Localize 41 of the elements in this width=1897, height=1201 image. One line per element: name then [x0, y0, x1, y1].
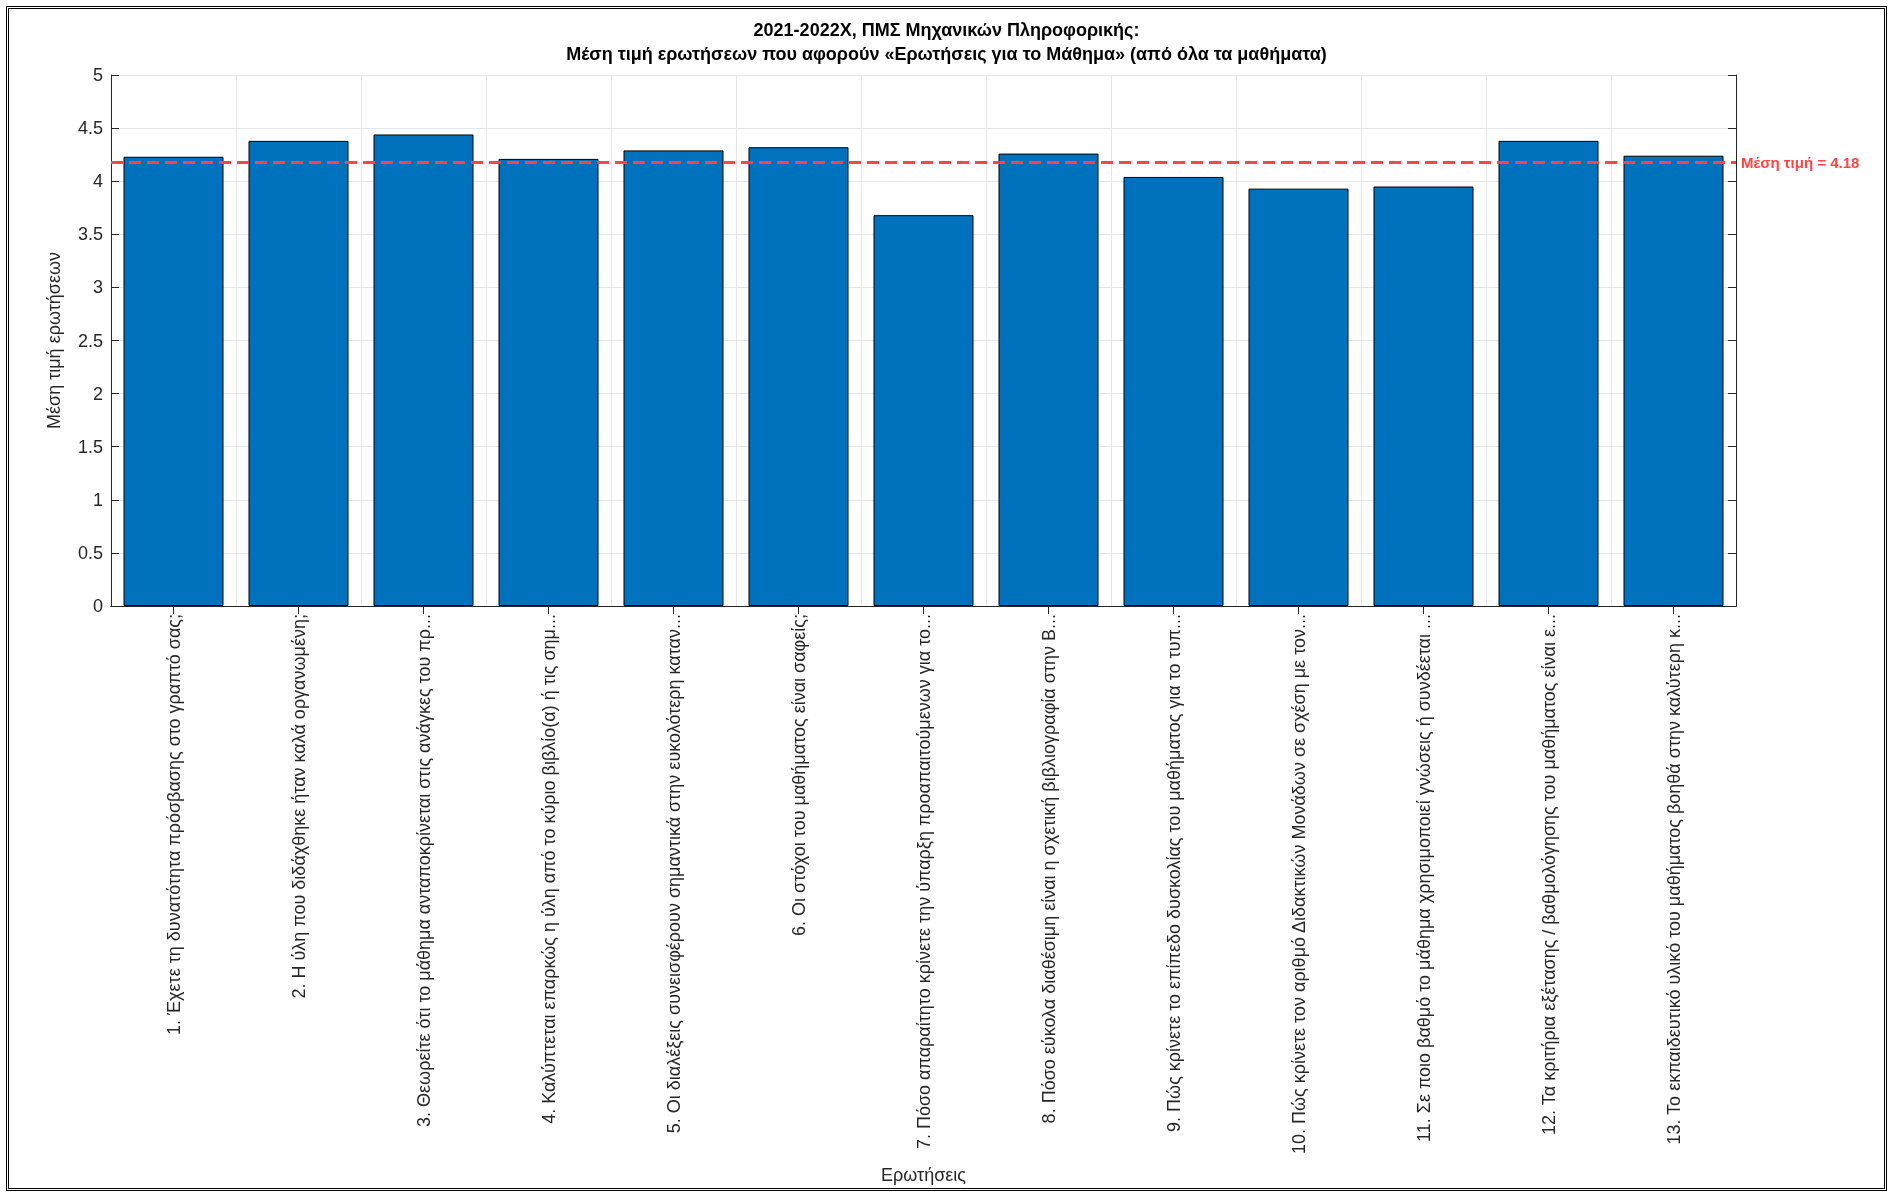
x-tick-label: 11. Σε ποιο βαθμό το μάθημα χρησιμοποιεί γνώσεις ή συνδέεται ... [1413, 614, 1434, 1142]
x-tick-label: 9. Πώς κρίνετε το επίπεδο δυσκολίας του μαθήματος για το τυπ... [1163, 614, 1184, 1132]
bar [873, 215, 974, 606]
bar [1498, 140, 1599, 606]
y-tick-label: 0 [92, 596, 103, 616]
x-tick-label: 10. Πώς κρίνετε τον αριθμό Διδακτικών Μονάδων σε σχέση με τον... [1288, 614, 1309, 1155]
y-tick-label: 3.5 [77, 224, 103, 245]
bar [623, 150, 724, 606]
x-tick-label: 3. Θεωρείτε ότι το μάθημα ανταποκρίνεται στις ανάγκες του πρ... [413, 614, 434, 1127]
x-tick-label: 4. Καλύπτεται επαρκώς η ύλη από το κύριο βιβλίο(α) ή τις σημ... [538, 614, 559, 1124]
chart-title: 2021-2022Χ, ΠΜΣ Μηχανικών Πληροφορικής: Μέση τιμή ερωτήσεων που αφορούν «Ερωτήσεις για το Μάθημα» (από όλα τα μαθήματα) [566, 20, 1327, 64]
y-tick-label: 0.5 [77, 542, 103, 563]
x-tick-label: 8. Πόσο εύκολα διαθέσιμη είναι η σχετική βιβλιογραφία στην Β... [1038, 614, 1059, 1124]
y-axis-title: Μέση τιμή ερωτήσεων [44, 251, 64, 430]
y-tick-label: 2.5 [77, 330, 103, 351]
bar [248, 140, 349, 606]
y-tick-label: 1 [92, 489, 103, 510]
x-tick-label: 13. Το εκπαιδευτικό υλικό του μαθήματος βοηθά στην καλύτερη κ... [1663, 614, 1684, 1145]
bar [1123, 176, 1224, 606]
bar [1248, 188, 1349, 606]
x-tick-label: 6. Οι στόχοι του μαθήματος είναι σαφείς; [788, 614, 809, 936]
y-tick-label: 4 [92, 171, 103, 192]
bar [498, 158, 599, 606]
ref-line-label: Μέση τιμή = 4.18 [1741, 153, 1860, 171]
x-tick-label: 12. Τα κριτήρια εξέτασης / βαθμολόγησης του μαθήματος είναι ε... [1538, 614, 1559, 1135]
y-tick-label: 4.5 [77, 118, 103, 139]
x-tick-label: 1. Έχετε τη δυνατότητα πρόσβασης στο γραπτό σας; [163, 614, 184, 1036]
bar [1623, 155, 1724, 606]
y-tick-label: 1.5 [77, 436, 103, 457]
y-tick-label: 2 [92, 383, 103, 404]
x-tick-label: 2. Η ύλη που διδάχθηκε ήταν καλά οργανωμένη; [288, 614, 309, 999]
y-tick-label: 5 [92, 65, 103, 85]
bar [123, 156, 224, 606]
x-tick-label: 5. Οι διαλέξεις συνεισφέρουν σημαντικά στην ευκολότερη καταν... [663, 614, 684, 1134]
bar [998, 153, 1099, 606]
x-axis-title: Ερωτήσεις [881, 1165, 967, 1185]
bar [748, 147, 849, 606]
y-tick-label: 3 [92, 277, 103, 298]
bar [1373, 186, 1474, 606]
x-tick-label: 7. Πόσο απαραίτητο κρίνετε την ύπαρξη προαπαιτούμενων για το... [913, 614, 934, 1150]
bar [373, 134, 474, 606]
